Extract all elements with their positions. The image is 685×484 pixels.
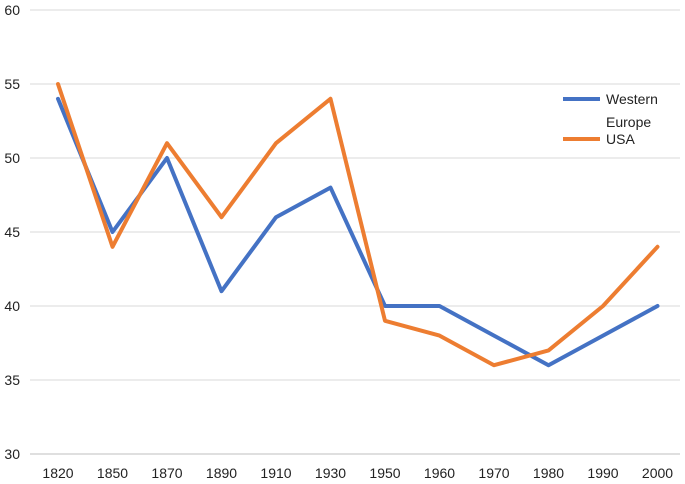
legend-label-western-europe-line2: Europe: [606, 114, 651, 130]
y-tick-label: 45: [4, 224, 20, 240]
x-tick-label: 1970: [478, 465, 509, 481]
y-axis-ticks: 30 35 40 45 50 55 60: [4, 2, 20, 462]
x-tick-label: 1890: [206, 465, 237, 481]
x-tick-label: 2000: [642, 465, 673, 481]
gridlines: [30, 9, 680, 455]
x-tick-label: 1930: [315, 465, 346, 481]
series-line-usa: [56, 82, 660, 368]
x-tick-label: 1990: [587, 465, 618, 481]
y-tick-label: 55: [4, 76, 20, 92]
x-tick-label: 1910: [260, 465, 291, 481]
y-tick-label: 60: [4, 2, 20, 18]
x-tick-label: 1820: [42, 465, 73, 481]
x-tick-label: 1870: [151, 465, 182, 481]
series-line-western-europe: [56, 96, 660, 368]
x-tick-label: 1950: [369, 465, 400, 481]
x-tick-label: 1960: [424, 465, 455, 481]
x-tick-label: 1980: [533, 465, 564, 481]
y-tick-label: 50: [4, 150, 20, 166]
x-tick-label: 1850: [97, 465, 128, 481]
series-lines: [56, 82, 660, 368]
x-axis-ticks: 1820 1850 1870 1890 1910 1930 1950 1960 1970 1980…: [42, 465, 673, 481]
legend-label-western-europe-line1: Western: [606, 91, 658, 107]
y-tick-label: 35: [4, 372, 20, 388]
legend: Western Europe USA: [563, 91, 658, 147]
y-tick-label: 30: [4, 446, 20, 462]
y-tick-label: 40: [4, 298, 20, 314]
legend-label-usa: USA: [606, 131, 635, 147]
